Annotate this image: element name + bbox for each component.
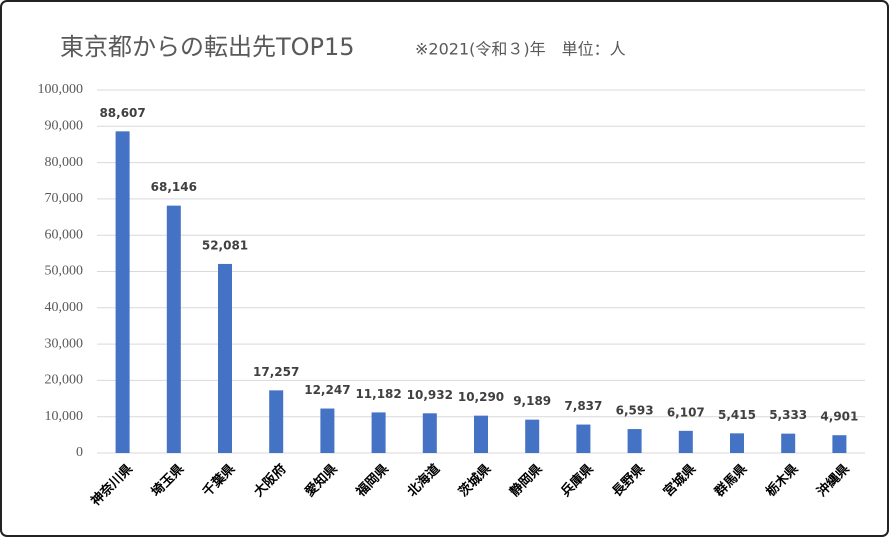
y-tick-label: 60,000 bbox=[45, 227, 84, 242]
bar bbox=[166, 205, 181, 453]
bar bbox=[576, 424, 591, 453]
y-tick-label: 90,000 bbox=[45, 119, 84, 134]
value-label: 10,932 bbox=[407, 388, 453, 402]
y-tick-label: 0 bbox=[76, 445, 83, 460]
y-tick-label: 70,000 bbox=[45, 191, 84, 206]
value-label: 5,333 bbox=[769, 408, 807, 422]
y-tick-label: 30,000 bbox=[45, 336, 84, 351]
bar bbox=[525, 419, 540, 453]
bar bbox=[781, 433, 796, 453]
value-label: 7,837 bbox=[564, 399, 602, 413]
y-tick-label: 50,000 bbox=[45, 264, 84, 279]
bar bbox=[730, 433, 744, 453]
value-label: 6,593 bbox=[616, 404, 654, 418]
value-label: 6,107 bbox=[667, 405, 705, 419]
value-label: 12,247 bbox=[304, 383, 350, 397]
value-label: 52,081 bbox=[202, 238, 248, 252]
bar bbox=[474, 415, 488, 453]
value-label: 17,257 bbox=[253, 365, 299, 379]
bar bbox=[627, 429, 642, 453]
bar bbox=[678, 430, 693, 453]
bar bbox=[832, 435, 847, 453]
chart-subtitle: ※2021(令和３)年 単位：人 bbox=[415, 40, 626, 59]
value-label: 88,607 bbox=[99, 106, 145, 120]
value-label: 68,146 bbox=[151, 180, 197, 194]
value-label: 10,290 bbox=[458, 390, 504, 404]
y-tick-label: 80,000 bbox=[45, 155, 84, 170]
y-tick-label: 100,000 bbox=[38, 82, 84, 97]
bar bbox=[218, 263, 232, 453]
y-tick-label: 10,000 bbox=[45, 409, 84, 424]
bar bbox=[115, 131, 130, 454]
value-label: 11,182 bbox=[355, 387, 401, 401]
value-label: 5,415 bbox=[718, 408, 756, 422]
value-label: 4,901 bbox=[820, 410, 858, 424]
value-label: 9,189 bbox=[513, 394, 551, 408]
bar bbox=[269, 390, 284, 453]
y-tick-label: 20,000 bbox=[45, 373, 84, 388]
bar bbox=[320, 408, 335, 453]
chart-title: 東京都からの転出先TOP15 bbox=[60, 33, 355, 61]
bar bbox=[371, 412, 386, 453]
y-tick-label: 40,000 bbox=[45, 300, 84, 315]
bar bbox=[422, 413, 437, 453]
